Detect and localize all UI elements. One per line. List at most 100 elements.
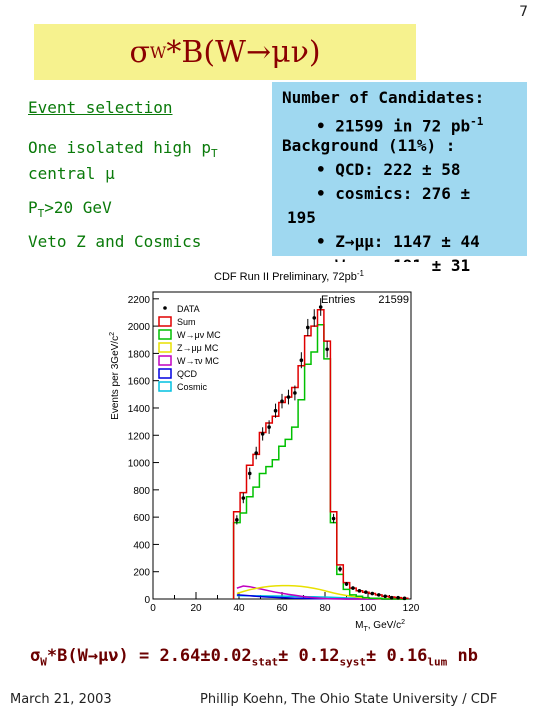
data-point [351, 586, 355, 590]
legend-marker [163, 306, 167, 310]
legend-swatch [158, 368, 172, 379]
y-label-main: Events per 3GeV/c [110, 336, 121, 420]
y-tick-label: 1600 [128, 377, 151, 388]
candidate-count-text: • 21599 in 72 pb [316, 116, 471, 136]
result-syst-sub: syst [339, 655, 367, 669]
data-point [389, 595, 394, 600]
y-tick-label: 1800 [128, 349, 151, 360]
data-point [325, 347, 329, 352]
title-box: σ W *B(W→μν) [34, 24, 416, 80]
y-tick-label: 2000 [128, 322, 151, 333]
x-label-sub: T [363, 626, 368, 633]
data-point [260, 432, 265, 436]
x-axis-label: MT, GeV/c2 [355, 619, 405, 633]
result-sigma: σ [30, 646, 41, 666]
background-cosmics-cont: 195 [287, 208, 316, 227]
pt-cut-rest: >20 GeV [44, 198, 112, 217]
data-point [338, 567, 342, 571]
data-point [318, 305, 323, 309]
background-heading: Background (11%) : [282, 136, 456, 155]
mt-histogram: CDF Run II Preliminary, 72pb-1 0 200 400 60… [105, 262, 423, 634]
y-tick-label: 800 [133, 486, 150, 497]
legend-label: DATA [177, 304, 200, 314]
data-point [235, 518, 239, 522]
data-point [402, 596, 407, 601]
legend-label: QCD [177, 369, 198, 379]
footer-date: March 21, 2003 [10, 692, 112, 707]
y-tick-label: 1400 [128, 404, 151, 415]
result-stat-sub: stat [251, 655, 279, 669]
footer-author: Phillip Koehn, The Ohio State University… [200, 692, 498, 707]
series-wmc [232, 323, 408, 600]
y-tick-label: 400 [133, 540, 150, 551]
title-sub: W [149, 42, 167, 62]
selection-line1-sub: T [211, 147, 218, 161]
selection-pt-cut: PT>20 GeV [28, 198, 112, 224]
y-tick-label: 200 [133, 568, 150, 579]
cross-section-result: σW*B(W→μν) = 2.64±0.02stat± 0.12syst± 0.… [30, 646, 478, 668]
slide-title: σ W *B(W→μν) [34, 24, 416, 80]
data-point [273, 408, 278, 413]
x-tick-label: 40 [233, 603, 245, 614]
result-w-sub: W [40, 655, 47, 669]
data-point [331, 516, 336, 521]
background-cosmics: • cosmics: 276 ± [316, 184, 471, 203]
legend-swatch [158, 329, 172, 340]
y-axis-label: Events per 3GeV/c2 [109, 332, 121, 420]
y-tick-label: 600 [133, 513, 150, 524]
data-point [312, 316, 317, 320]
data-point [299, 358, 304, 363]
candidates-box [272, 82, 527, 256]
plot-title: CDF Run II Preliminary, 72pb-1 [214, 269, 365, 283]
result-value: *B(W→μν) = 2.64±0.02 [46, 646, 252, 666]
legend-label: W→τν MC [177, 356, 220, 366]
legend-label: Cosmic [177, 382, 208, 392]
data-point [241, 496, 246, 500]
data-point [280, 399, 284, 403]
y-tick-label: 1000 [128, 459, 151, 470]
data-point [293, 391, 297, 395]
legend-label: Z→μμ MC [177, 343, 219, 353]
data-point [370, 591, 375, 596]
x-tick-label: 80 [319, 603, 331, 614]
y-tick-label: 1200 [128, 431, 151, 442]
candidate-count-sup: -1 [470, 115, 484, 128]
legend-label: W→μν MC [177, 330, 221, 340]
title-sigma: σ [129, 34, 150, 70]
candidate-count: • 21599 in 72 pb-1 [316, 112, 483, 136]
selection-line1: One isolated high p [28, 138, 212, 157]
selection-line2: central μ [28, 164, 115, 184]
page-number: 7 [519, 4, 528, 20]
data-point [376, 593, 381, 597]
x-label-unit: , GeV/c [368, 620, 401, 631]
legend: DATA Sum W→μν MC Z→μμ MC W→τν MC QCD Cosmic [158, 304, 221, 392]
data-point [383, 594, 388, 599]
result-lum-sub: lum [427, 655, 448, 669]
legend-swatch [158, 355, 172, 366]
background-z: • Z→μμ: 1147 ± 44 [316, 232, 480, 251]
y-label-sup: 2 [109, 332, 116, 336]
data-point [364, 590, 368, 594]
pt-cut-sub: T [37, 207, 45, 221]
legend-swatch [158, 342, 172, 353]
x-tick-label: 120 [403, 603, 420, 614]
result-unit: nb [447, 646, 479, 666]
x-tick-label: 60 [276, 603, 288, 614]
x-label-unit-sup: 2 [401, 619, 405, 626]
event-selection-heading: Event selection [28, 98, 173, 117]
x-label-m: M [355, 620, 363, 631]
plot-area: 0 200 400 600 800 1000 1200 1400 1600 1800 2000 220… [128, 291, 420, 614]
data-point [267, 425, 271, 429]
data-point [306, 325, 310, 330]
entries-label: Entries [321, 294, 356, 306]
x-tick-label: 0 [150, 603, 156, 614]
y-tick-label: 2200 [128, 295, 151, 306]
x-tick-label: 100 [360, 603, 377, 614]
legend-label: Sum [177, 317, 196, 327]
data-point [247, 471, 252, 476]
title-rest: *B(W→μν) [166, 34, 321, 70]
candidates-heading: Number of Candidates: [282, 88, 485, 107]
plot-title-main: CDF Run II Preliminary, 72pb [214, 271, 357, 283]
data-point [344, 582, 349, 586]
legend-swatch [158, 316, 172, 327]
